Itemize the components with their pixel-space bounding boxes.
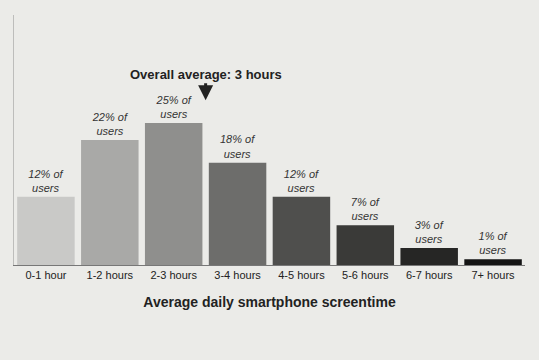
svg-text:12% ofusers: 12% ofusers — [284, 168, 319, 194]
svg-text:1% ofusers: 1% ofusers — [479, 230, 508, 256]
svg-text:7+ hours: 7+ hours — [471, 269, 515, 281]
svg-text:Overall average: 3 hours: Overall average: 3 hours — [130, 67, 282, 82]
svg-text:1-2 hours: 1-2 hours — [87, 269, 134, 281]
svg-text:3-4 hours: 3-4 hours — [214, 269, 261, 281]
svg-text:12% ofusers: 12% ofusers — [28, 168, 63, 194]
svg-text:3% ofusers: 3% ofusers — [415, 219, 444, 245]
svg-text:22% ofusers: 22% ofusers — [92, 111, 128, 137]
svg-text:5-6 hours: 5-6 hours — [342, 269, 389, 281]
svg-text:2-3 hours: 2-3 hours — [150, 269, 197, 281]
svg-text:4-5 hours: 4-5 hours — [278, 269, 325, 281]
svg-text:0-1 hour: 0-1 hour — [25, 269, 66, 281]
svg-text:18% ofusers: 18% ofusers — [220, 133, 255, 159]
svg-text:Average daily smartphone scree: Average daily smartphone screentime — [143, 294, 396, 310]
svg-text:25% ofusers: 25% ofusers — [156, 94, 192, 120]
svg-text:7% ofusers: 7% ofusers — [351, 196, 380, 222]
svg-text:6-7 hours: 6-7 hours — [406, 269, 453, 281]
